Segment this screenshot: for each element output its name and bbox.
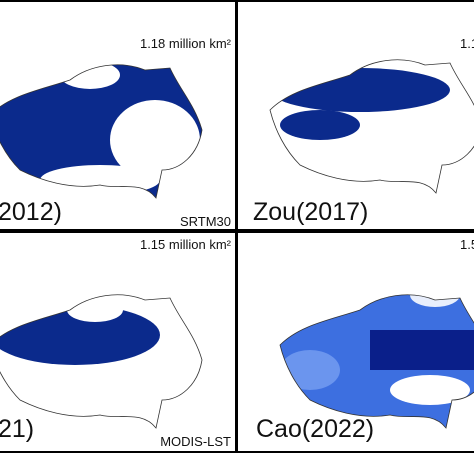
area-label: 1.18 million km² [140,36,232,51]
source-label: SRTM30 [180,214,231,229]
area-label: 1.5 [460,237,474,252]
panel-label: Cao(2022) [256,415,374,443]
source-label: MODIS-LST [160,434,231,449]
panel-label: Zou(2017) [253,198,368,226]
panel-label: 21) [0,415,34,443]
panel-frame [236,0,474,231]
area-label: 1.1 [460,36,474,51]
panel-frame [236,231,474,453]
map [269,59,474,194]
map [0,294,203,429]
map [279,294,474,429]
panel-label: 2012) [0,198,62,226]
area-label: 1.15 million km² [140,237,232,252]
